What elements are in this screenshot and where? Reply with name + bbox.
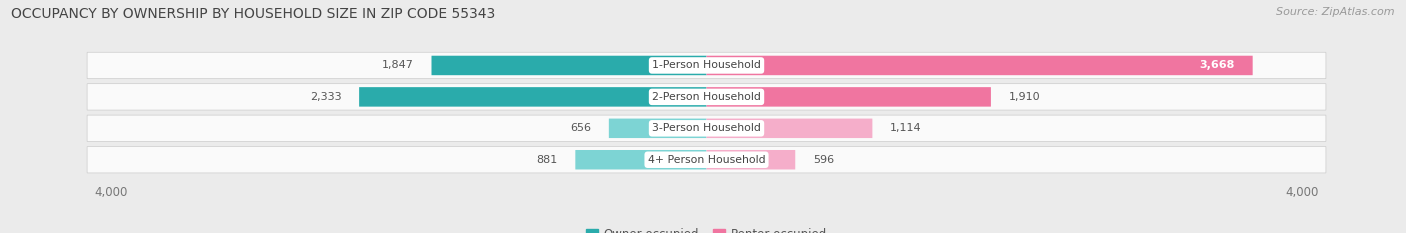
Text: 2-Person Household: 2-Person Household	[652, 92, 761, 102]
Text: 1-Person Household: 1-Person Household	[652, 60, 761, 70]
Text: Source: ZipAtlas.com: Source: ZipAtlas.com	[1277, 7, 1395, 17]
Text: 656: 656	[569, 123, 591, 133]
FancyBboxPatch shape	[87, 115, 1326, 141]
Text: 1,847: 1,847	[382, 60, 413, 70]
Text: 2,333: 2,333	[309, 92, 342, 102]
FancyBboxPatch shape	[87, 147, 1326, 173]
Text: 596: 596	[813, 155, 834, 165]
FancyBboxPatch shape	[609, 119, 707, 138]
Text: 881: 881	[536, 155, 557, 165]
Legend: Owner-occupied, Renter-occupied: Owner-occupied, Renter-occupied	[581, 224, 832, 233]
FancyBboxPatch shape	[707, 119, 872, 138]
Text: 1,910: 1,910	[1008, 92, 1040, 102]
Text: OCCUPANCY BY OWNERSHIP BY HOUSEHOLD SIZE IN ZIP CODE 55343: OCCUPANCY BY OWNERSHIP BY HOUSEHOLD SIZE…	[11, 7, 495, 21]
FancyBboxPatch shape	[707, 150, 796, 169]
Text: 3-Person Household: 3-Person Household	[652, 123, 761, 133]
Text: 4+ Person Household: 4+ Person Household	[648, 155, 765, 165]
FancyBboxPatch shape	[359, 87, 707, 107]
FancyBboxPatch shape	[87, 84, 1326, 110]
FancyBboxPatch shape	[575, 150, 707, 169]
FancyBboxPatch shape	[432, 56, 707, 75]
FancyBboxPatch shape	[707, 87, 991, 107]
Text: 3,668: 3,668	[1199, 60, 1234, 70]
FancyBboxPatch shape	[707, 56, 1253, 75]
Text: 1,114: 1,114	[890, 123, 922, 133]
FancyBboxPatch shape	[87, 52, 1326, 79]
